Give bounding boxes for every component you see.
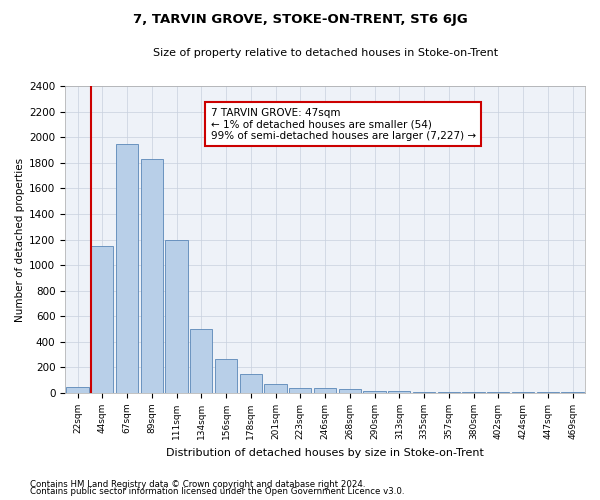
Bar [265,384,287,393]
Bar [67,386,89,393]
Bar [190,329,212,393]
Title: Size of property relative to detached houses in Stoke-on-Trent: Size of property relative to detached ho… [152,48,497,58]
Bar [215,358,237,393]
Bar [562,392,584,393]
Bar [463,392,485,393]
Text: Contains HM Land Registry data © Crown copyright and database right 2024.: Contains HM Land Registry data © Crown c… [30,480,365,489]
Bar [413,392,435,393]
Y-axis label: Number of detached properties: Number of detached properties [15,158,25,322]
Bar [140,159,163,393]
Bar [239,374,262,393]
Bar [338,389,361,393]
Bar [487,392,509,393]
Bar [512,392,534,393]
Bar [289,388,311,393]
Bar [364,391,386,393]
X-axis label: Distribution of detached houses by size in Stoke-on-Trent: Distribution of detached houses by size … [166,448,484,458]
Bar [116,144,138,393]
Bar [314,388,336,393]
Bar [438,392,460,393]
Text: 7, TARVIN GROVE, STOKE-ON-TRENT, ST6 6JG: 7, TARVIN GROVE, STOKE-ON-TRENT, ST6 6JG [133,12,467,26]
Text: 7 TARVIN GROVE: 47sqm
← 1% of detached houses are smaller (54)
99% of semi-detac: 7 TARVIN GROVE: 47sqm ← 1% of detached h… [211,108,476,140]
Bar [91,246,113,393]
Bar [537,392,559,393]
Bar [388,391,410,393]
Bar [166,240,188,393]
Text: Contains public sector information licensed under the Open Government Licence v3: Contains public sector information licen… [30,487,404,496]
